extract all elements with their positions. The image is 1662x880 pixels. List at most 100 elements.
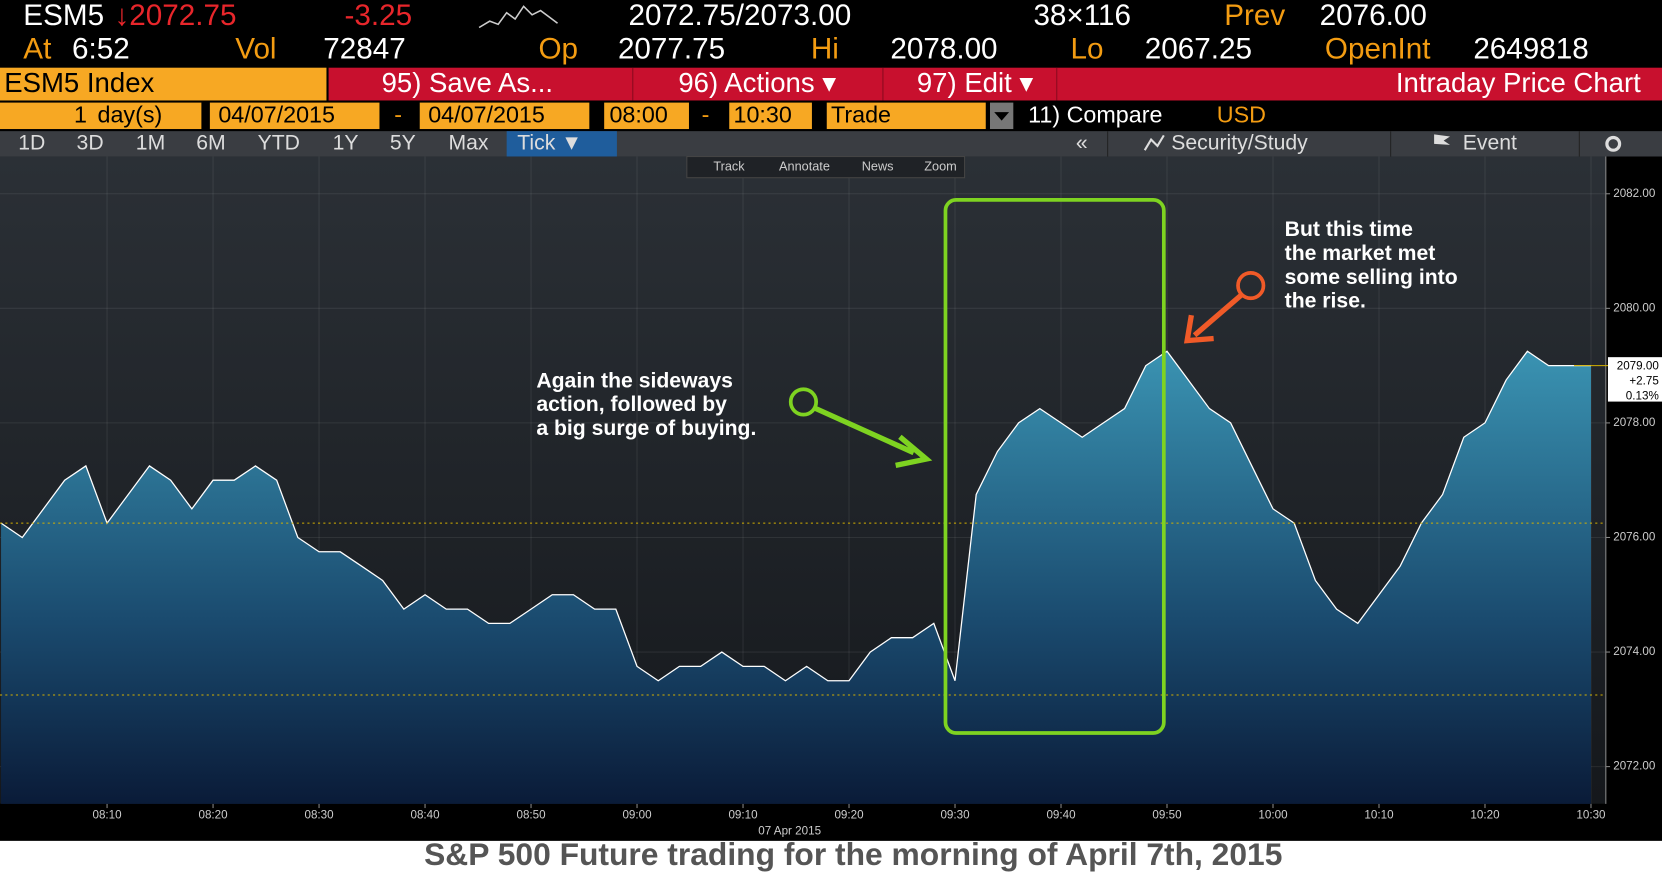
y-tick-label: 2074.00 [1613, 645, 1656, 658]
chart-tool[interactable]: Track [713, 159, 745, 173]
tool[interactable]: « [1076, 131, 1088, 154]
tab[interactable]: 1M [136, 131, 165, 154]
annotation: the rise. [1285, 290, 1366, 313]
time: 6:52 [72, 33, 130, 66]
lo: 2067.25 [1145, 33, 1252, 66]
source: Trade [831, 102, 891, 128]
end-date: 04/07/2015 [428, 102, 545, 128]
x-tick-label: 08:20 [198, 809, 228, 822]
vol: 72847 [323, 33, 405, 66]
actions[interactable]: 96) Actions ▾ [678, 67, 836, 98]
prev: 2076.00 [1320, 0, 1427, 32]
x-tick-label: 10:30 [1576, 809, 1606, 822]
field[interactable] [419, 102, 590, 130]
x-tick-label: 09:10 [728, 809, 758, 822]
tab[interactable]: Tick ▼ [517, 131, 582, 154]
chart-tool[interactable]: News [862, 159, 894, 173]
arrow-tail [1236, 271, 1266, 301]
last: ↓2072.75 [114, 0, 236, 32]
menu-bar [328, 67, 1662, 101]
annotation: a big surge of buying. [536, 417, 756, 440]
end-time: 10:30 [733, 102, 791, 128]
save-as[interactable]: 95) Save As... [382, 67, 553, 98]
gear-icon[interactable] [1605, 135, 1622, 152]
field[interactable] [604, 102, 689, 130]
x-tick-label: 10:00 [1258, 809, 1288, 822]
oi: 2649818 [1473, 33, 1588, 66]
tab[interactable]: 6M [196, 131, 225, 154]
x-tick-label: 09:50 [1152, 809, 1182, 822]
x-tick-label: 09:00 [622, 809, 652, 822]
range-unit: day(s) [98, 102, 163, 128]
annotation: But this time [1285, 218, 1413, 241]
field[interactable] [729, 102, 812, 130]
tab[interactable]: YTD [258, 131, 300, 154]
price-line [0, 350, 1591, 682]
tab[interactable]: Max [448, 131, 488, 154]
chart-tool[interactable]: Annotate [779, 159, 830, 173]
tab[interactable]: 3D [77, 131, 104, 154]
x-tick-label: 10:10 [1364, 809, 1394, 822]
x-axis-strip [0, 803, 1606, 841]
x-tick-label: 10:20 [1470, 809, 1500, 822]
page-title: Intraday Price Chart [1396, 67, 1641, 98]
dash: - [702, 102, 710, 128]
y-tick-label: 2082.00 [1613, 187, 1656, 200]
security-box[interactable] [0, 67, 327, 101]
caption: S&P 500 Future trading for the morning o… [424, 836, 1282, 872]
y-axis-strip [1605, 156, 1662, 841]
field[interactable] [826, 102, 986, 130]
y-tick-label: 2078.00 [1613, 416, 1656, 429]
tab-active [506, 131, 617, 157]
chart-tool[interactable]: Zoom [924, 159, 956, 173]
last-price-box [1607, 357, 1662, 402]
change: -3.25 [344, 0, 412, 32]
y-tick-label: 2076.00 [1613, 531, 1656, 544]
x-tick-label: 08:50 [516, 809, 546, 822]
highlight-box [943, 198, 1166, 735]
quote-bar [0, 0, 1662, 68]
tab[interactable]: 5Y [390, 131, 416, 154]
hi: 2078.00 [890, 33, 997, 66]
tab[interactable]: 1Y [333, 131, 359, 154]
tool[interactable]: Security/Study [1171, 131, 1308, 154]
arrow-tail [788, 387, 819, 417]
dash: - [394, 102, 402, 128]
arrow [1183, 293, 1243, 344]
edit[interactable]: 97) Edit ▾ [917, 67, 1034, 98]
x-tick-label: 08:30 [304, 809, 334, 822]
range-count: 1 [74, 102, 87, 128]
security[interactable]: ESM5 Index [4, 67, 154, 98]
chart-toolbar [686, 156, 966, 179]
y-tick-label: 2072.00 [1613, 760, 1656, 773]
caption-bar [0, 840, 1662, 880]
dropdown-arrow [994, 112, 1010, 121]
annotation: some selling into [1285, 266, 1458, 289]
tab[interactable]: 1D [18, 131, 45, 154]
x-tick-label: 09:40 [1046, 809, 1076, 822]
x-tick-label: 09:20 [834, 809, 864, 822]
x-tick-label: 08:10 [92, 809, 122, 822]
annotation: the market met [1285, 242, 1436, 265]
annotation: Again the sideways [536, 369, 733, 392]
vol-label: Vol [235, 33, 276, 66]
start-date: 04/07/2015 [218, 102, 335, 128]
field[interactable] [0, 102, 202, 130]
lo-label: Lo [1071, 33, 1104, 66]
field[interactable] [209, 102, 380, 130]
y-tick-label: 2080.00 [1613, 301, 1656, 314]
currency: USD [1217, 102, 1266, 128]
start-time: 08:00 [609, 102, 667, 128]
compare[interactable]: 11) Compare [1028, 102, 1162, 128]
op-label: Op [538, 33, 578, 66]
flag-icon [1434, 134, 1451, 152]
sparkline-icon [478, 5, 559, 29]
bid-ask: 2072.75/2073.00 [629, 0, 852, 32]
area [1, 351, 1591, 804]
size: 38×116 [1033, 0, 1131, 32]
ticker: ESM5 [23, 0, 104, 32]
x-tick-label: 08:40 [410, 809, 440, 822]
tool[interactable]: Event [1463, 131, 1517, 154]
